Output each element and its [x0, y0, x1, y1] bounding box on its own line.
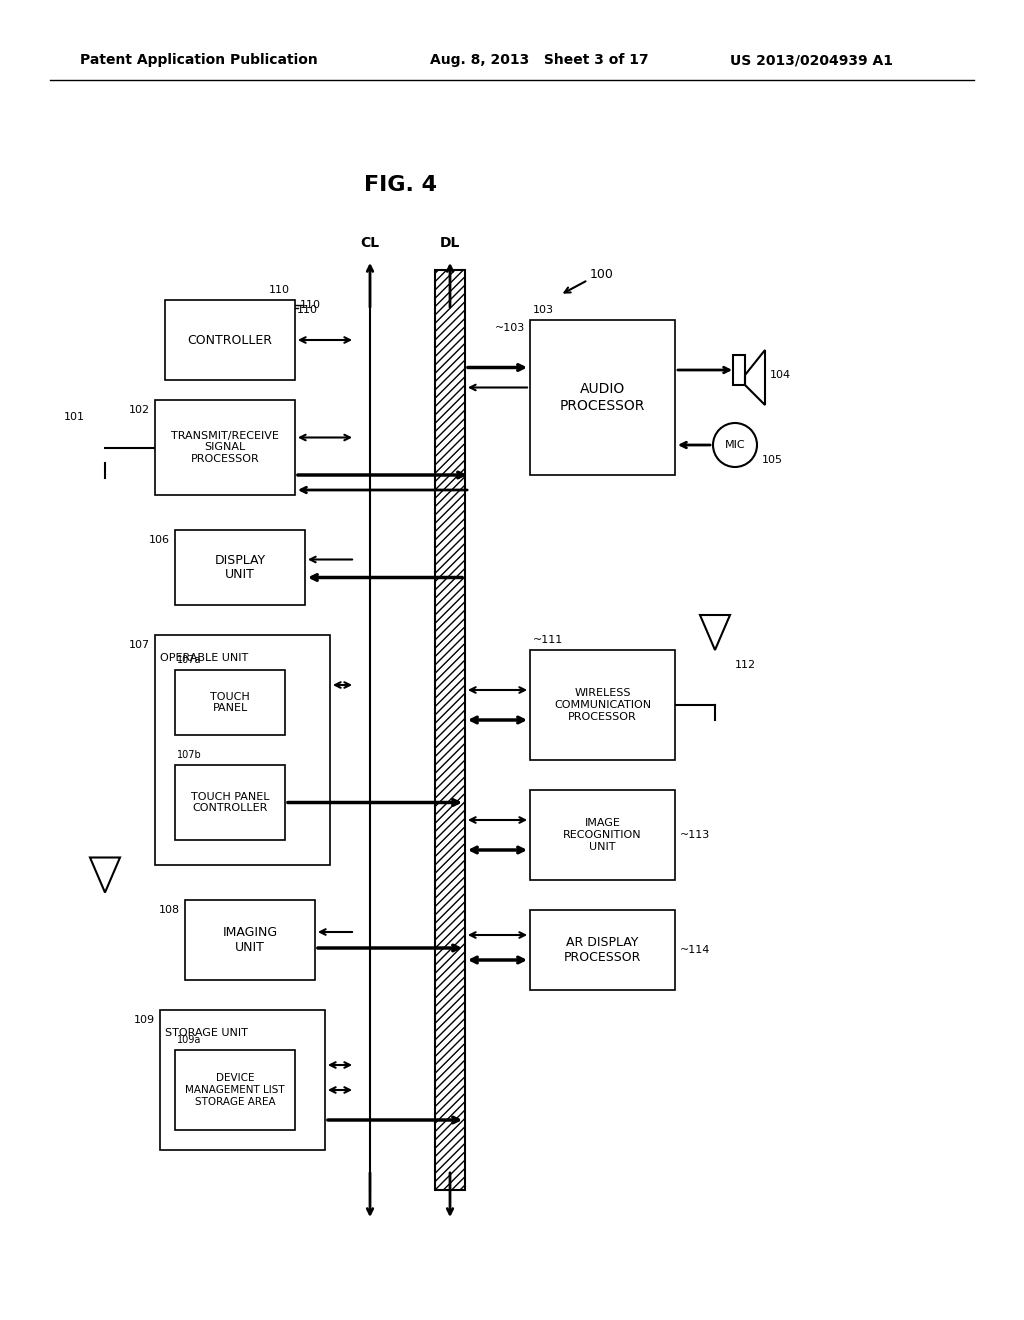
Text: 100: 100	[590, 268, 613, 281]
Text: 104: 104	[770, 370, 792, 380]
Text: CONTROLLER: CONTROLLER	[187, 334, 272, 346]
Text: AR DISPLAY
PROCESSOR: AR DISPLAY PROCESSOR	[564, 936, 641, 964]
Text: ~103: ~103	[495, 323, 525, 333]
Bar	[175, 671, 285, 735]
Text: 109a: 109a	[177, 1035, 202, 1045]
Bar	[435, 271, 465, 1191]
Text: DL: DL	[440, 236, 460, 249]
Text: IMAGING
UNIT: IMAGING UNIT	[222, 927, 278, 954]
Text: AUDIO
PROCESSOR: AUDIO PROCESSOR	[560, 383, 645, 413]
Text: STORAGE UNIT: STORAGE UNIT	[165, 1028, 248, 1038]
Text: 109: 109	[134, 1015, 155, 1026]
Text: MIC: MIC	[725, 440, 745, 450]
Bar	[175, 766, 285, 840]
Text: 101: 101	[63, 412, 85, 422]
Text: ~114: ~114	[680, 945, 711, 954]
Text: 107a: 107a	[177, 655, 202, 665]
Bar	[175, 1049, 295, 1130]
Bar	[160, 1010, 325, 1150]
Text: CL: CL	[360, 236, 380, 249]
Text: WIRELESS
COMMUNICATION
PROCESSOR: WIRELESS COMMUNICATION PROCESSOR	[554, 689, 651, 722]
Bar	[185, 900, 315, 979]
Text: 110: 110	[300, 300, 321, 310]
Bar	[530, 789, 675, 880]
Bar	[165, 300, 295, 380]
Text: ~111: ~111	[534, 635, 563, 645]
Text: OPERABLE UNIT: OPERABLE UNIT	[160, 653, 248, 663]
Bar	[435, 271, 465, 1191]
Text: Aug. 8, 2013   Sheet 3 of 17: Aug. 8, 2013 Sheet 3 of 17	[430, 53, 648, 67]
Text: TRANSMIT/RECEIVE
SIGNAL
PROCESSOR: TRANSMIT/RECEIVE SIGNAL PROCESSOR	[171, 430, 279, 465]
Text: ~113: ~113	[680, 830, 711, 840]
Text: TOUCH
PANEL: TOUCH PANEL	[210, 692, 250, 713]
Bar	[733, 355, 745, 385]
Bar	[530, 319, 675, 475]
Text: 107b: 107b	[177, 750, 202, 760]
Text: Patent Application Publication: Patent Application Publication	[80, 53, 317, 67]
Text: FIG. 4: FIG. 4	[364, 176, 436, 195]
Text: US 2013/0204939 A1: US 2013/0204939 A1	[730, 53, 893, 67]
Text: 103: 103	[534, 305, 554, 315]
Text: 110: 110	[269, 285, 290, 294]
Text: 108: 108	[159, 906, 180, 915]
Bar	[530, 909, 675, 990]
Bar	[530, 649, 675, 760]
Bar	[155, 400, 295, 495]
Text: TOUCH PANEL
CONTROLLER: TOUCH PANEL CONTROLLER	[190, 792, 269, 813]
Text: 106: 106	[150, 535, 170, 545]
Text: 110: 110	[297, 305, 318, 315]
Text: 112: 112	[735, 660, 756, 671]
Text: 105: 105	[762, 455, 783, 465]
Text: 107: 107	[129, 640, 150, 649]
Bar	[155, 635, 330, 865]
Text: IMAGE
RECOGNITION
UNIT: IMAGE RECOGNITION UNIT	[563, 818, 642, 851]
Text: 102: 102	[129, 405, 150, 414]
Bar	[175, 531, 305, 605]
Text: DISPLAY
UNIT: DISPLAY UNIT	[214, 553, 265, 582]
Text: DEVICE
MANAGEMENT LIST
STORAGE AREA: DEVICE MANAGEMENT LIST STORAGE AREA	[185, 1073, 285, 1106]
